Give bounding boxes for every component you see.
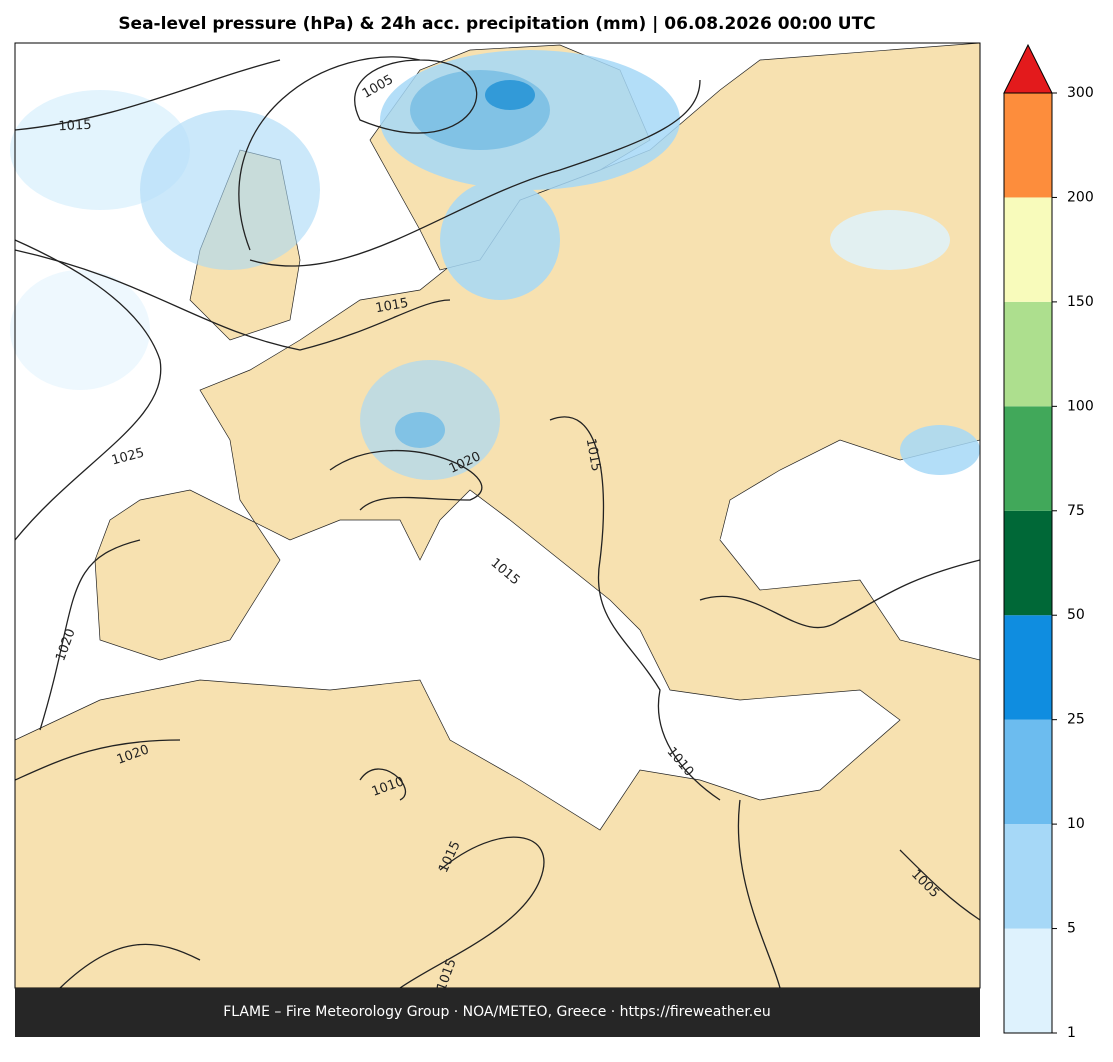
colorbar-tick-label: 200 bbox=[1067, 189, 1094, 205]
colorbar-extend bbox=[1003, 43, 1053, 94]
colorbar-segment bbox=[1004, 824, 1052, 929]
colorbar-segment bbox=[1004, 928, 1052, 1033]
colorbar-tick-label: 75 bbox=[1067, 503, 1085, 519]
footer-bar bbox=[15, 988, 980, 1037]
footer: FLAME – Fire Meteorology Group · NOA/MET… bbox=[223, 1004, 771, 1020]
colorbar-tick-label: 5 bbox=[1067, 921, 1076, 937]
colorbar-tick-label: 100 bbox=[1067, 398, 1094, 414]
colorbar-segment bbox=[1004, 301, 1052, 407]
map bbox=[10, 42, 981, 989]
colorbar-tick-label: 25 bbox=[1067, 712, 1085, 728]
colorbar-tick-label: 50 bbox=[1067, 607, 1085, 623]
colorbar-tick-label: 150 bbox=[1067, 294, 1094, 310]
colorbar-segment bbox=[1004, 93, 1052, 198]
contour-label: 1015 bbox=[374, 296, 409, 317]
colorbar-frame bbox=[1003, 92, 1053, 1034]
colorbar-segment bbox=[1004, 197, 1052, 302]
colorbar-tick-label: 10 bbox=[1067, 816, 1085, 832]
colorbar-segment bbox=[1004, 719, 1052, 825]
title: Sea-level pressure (hPa) & 24h acc. prec… bbox=[118, 14, 875, 34]
colorbar-tick-label: 1 bbox=[1067, 1025, 1076, 1041]
colorbar-segment bbox=[1004, 615, 1052, 720]
black-sea bbox=[720, 480, 960, 560]
contour-label: 1015 bbox=[58, 118, 92, 135]
colorbar: 1 5 10 25 50 75 100 150 200 300 bbox=[1003, 43, 1094, 1041]
colorbar-tick-label: 300 bbox=[1067, 85, 1094, 101]
isobars bbox=[14, 56, 981, 989]
colorbar-segment bbox=[1004, 510, 1052, 616]
contour-label: 1015 bbox=[583, 437, 604, 472]
colorbar-segment bbox=[1004, 406, 1052, 511]
